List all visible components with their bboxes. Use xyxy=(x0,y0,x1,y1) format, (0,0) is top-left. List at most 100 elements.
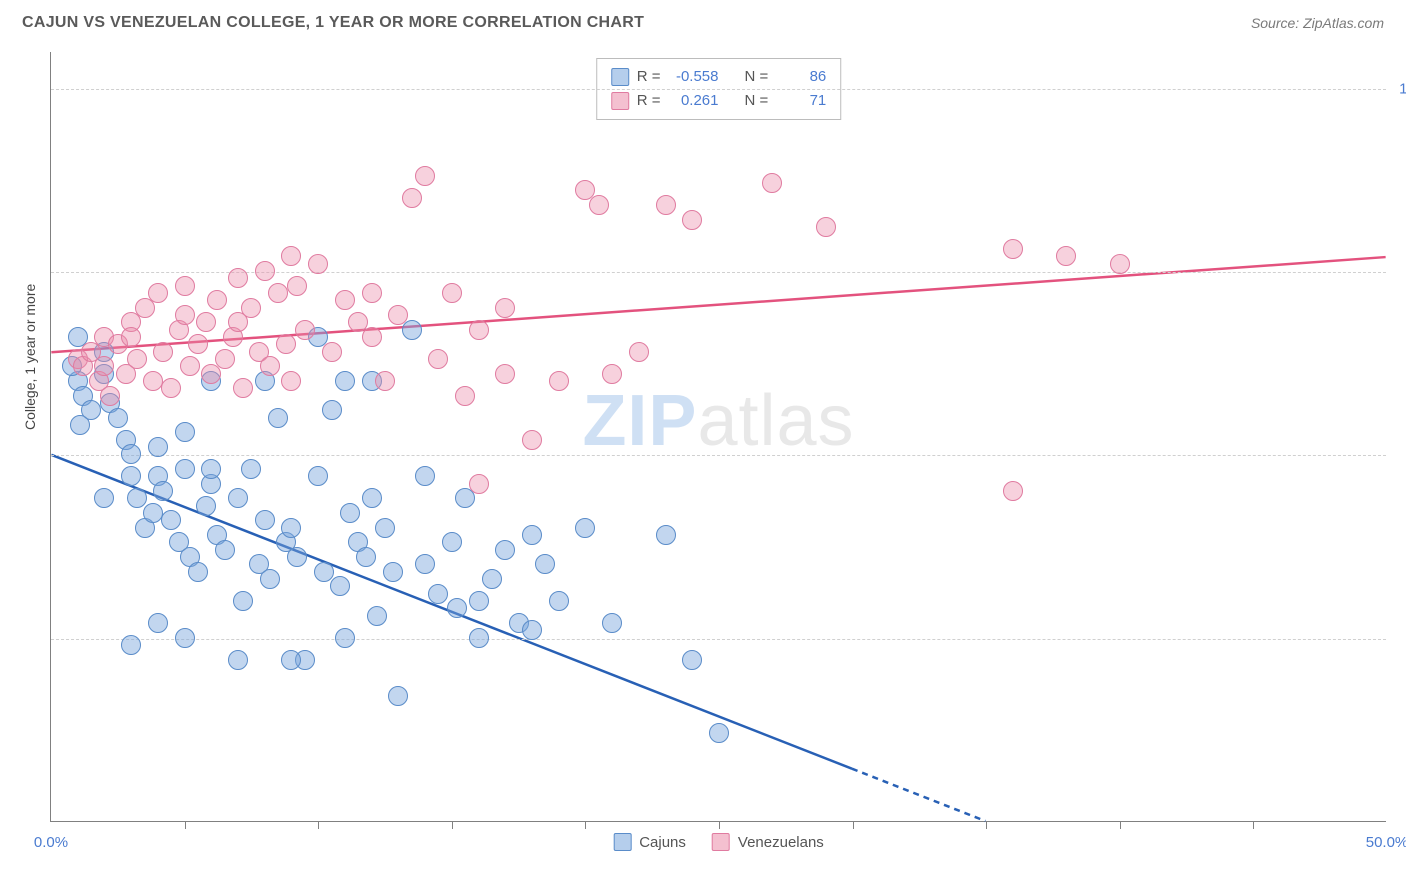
data-point xyxy=(455,386,475,406)
legend-item-venezuelans: Venezuelans xyxy=(712,833,824,851)
data-point xyxy=(1056,246,1076,266)
chart-source: Source: ZipAtlas.com xyxy=(1251,15,1384,31)
data-point xyxy=(415,166,435,186)
x-tick xyxy=(1120,821,1121,829)
data-point xyxy=(388,686,408,706)
n-label: N = xyxy=(745,89,769,113)
data-point xyxy=(121,444,141,464)
data-point xyxy=(762,173,782,193)
data-point xyxy=(495,298,515,318)
data-point xyxy=(143,371,163,391)
data-point xyxy=(682,210,702,230)
r-label: R = xyxy=(637,89,661,113)
data-point xyxy=(589,195,609,215)
data-point xyxy=(241,459,261,479)
data-point xyxy=(100,386,120,406)
gridline xyxy=(51,455,1386,456)
data-point xyxy=(629,342,649,362)
data-point xyxy=(535,554,555,574)
trend-lines xyxy=(51,52,1386,821)
data-point xyxy=(127,349,147,369)
data-point xyxy=(175,305,195,325)
legend-item-cajuns: Cajuns xyxy=(613,833,686,851)
data-point xyxy=(148,283,168,303)
gridline xyxy=(51,89,1386,90)
data-point xyxy=(330,576,350,596)
x-tick xyxy=(719,821,720,829)
data-point xyxy=(367,606,387,626)
data-point xyxy=(335,628,355,648)
data-point xyxy=(495,540,515,560)
data-point xyxy=(228,650,248,670)
data-point xyxy=(314,562,334,582)
data-point xyxy=(1003,239,1023,259)
data-point xyxy=(175,628,195,648)
data-point xyxy=(196,496,216,516)
n-label: N = xyxy=(745,65,769,89)
data-point xyxy=(188,334,208,354)
data-point xyxy=(148,437,168,457)
r-value-venezuelans: 0.261 xyxy=(669,89,719,113)
data-point xyxy=(70,415,90,435)
data-point xyxy=(180,356,200,376)
data-point xyxy=(356,547,376,567)
data-point xyxy=(428,584,448,604)
data-point xyxy=(402,188,422,208)
data-point xyxy=(94,356,114,376)
data-point xyxy=(108,408,128,428)
data-point xyxy=(575,518,595,538)
data-point xyxy=(362,283,382,303)
data-point xyxy=(161,378,181,398)
data-point xyxy=(469,628,489,648)
x-tick-label: 50.0% xyxy=(1366,834,1406,851)
data-point xyxy=(469,591,489,611)
swatch-pink-icon xyxy=(712,833,730,851)
data-point xyxy=(682,650,702,670)
data-point xyxy=(196,312,216,332)
swatch-blue-icon xyxy=(613,833,631,851)
x-tick xyxy=(1253,821,1254,829)
x-tick xyxy=(585,821,586,829)
x-tick xyxy=(185,821,186,829)
data-point xyxy=(602,613,622,633)
data-point xyxy=(308,466,328,486)
data-point xyxy=(121,466,141,486)
data-point xyxy=(469,474,489,494)
data-point xyxy=(175,276,195,296)
data-point xyxy=(201,459,221,479)
data-point xyxy=(447,598,467,618)
legend-series: Cajuns Venezuelans xyxy=(613,833,824,851)
data-point xyxy=(340,503,360,523)
legend-row-venezuelans: R = 0.261 N = 71 xyxy=(611,89,827,113)
data-point xyxy=(260,569,280,589)
x-tick xyxy=(452,821,453,829)
x-tick xyxy=(986,821,987,829)
data-point xyxy=(233,591,253,611)
data-point xyxy=(276,334,296,354)
data-point xyxy=(121,635,141,655)
data-point xyxy=(127,488,147,508)
data-point xyxy=(335,290,355,310)
n-value-cajuns: 86 xyxy=(776,65,826,89)
data-point xyxy=(153,481,173,501)
data-point xyxy=(268,283,288,303)
swatch-blue-icon xyxy=(611,68,629,86)
y-axis-label: College, 1 year or more xyxy=(22,284,38,430)
x-tick-label: 0.0% xyxy=(34,834,68,851)
chart-header: CAJUN VS VENEZUELAN COLLEGE, 1 YEAR OR M… xyxy=(0,0,1406,40)
data-point xyxy=(153,342,173,362)
data-point xyxy=(522,620,542,640)
data-point xyxy=(121,327,141,347)
data-point xyxy=(94,488,114,508)
data-point xyxy=(522,430,542,450)
data-point xyxy=(1110,254,1130,274)
legend-label-cajuns: Cajuns xyxy=(639,834,686,851)
data-point xyxy=(161,510,181,530)
data-point xyxy=(175,459,195,479)
data-point xyxy=(322,400,342,420)
swatch-pink-icon xyxy=(611,92,629,110)
data-point xyxy=(602,364,622,384)
data-point xyxy=(428,349,448,369)
legend-row-cajuns: R = -0.558 N = 86 xyxy=(611,65,827,89)
gridline xyxy=(51,272,1386,273)
